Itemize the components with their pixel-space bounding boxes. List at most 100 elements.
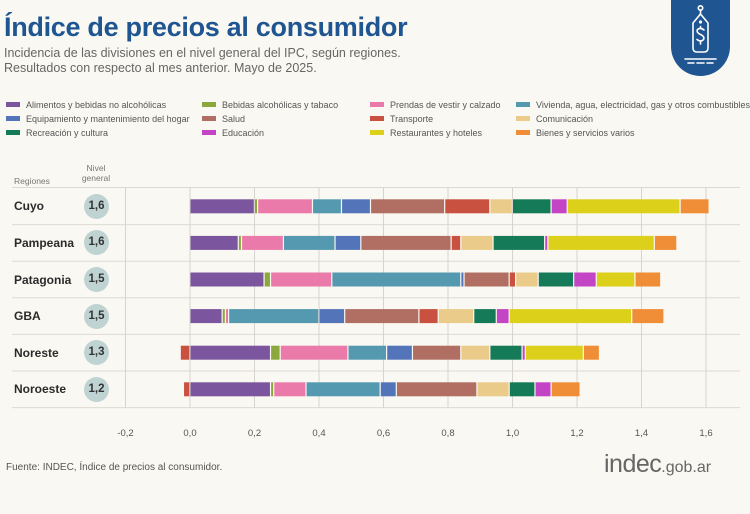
bar-segment-noreste-comunicacion xyxy=(461,345,490,360)
bar-segment-noreste-transporte xyxy=(180,345,190,360)
x-tick-label: 0,8 xyxy=(441,428,454,439)
legend-label: Recreación y cultura xyxy=(26,128,109,138)
bar-segment-cuyo-prendas-de-vestir-y-calzado xyxy=(258,199,312,214)
bar-segment-pampeana-transporte xyxy=(451,235,461,250)
bar-segment-noroeste-recreacion-y-cultura xyxy=(509,382,535,397)
bar-segment-patagonia-equipamiento-y-mantenimiento-del-hogar xyxy=(461,272,464,287)
bar-segment-pampeana-bienes-y-servicios-varios xyxy=(654,235,677,250)
legend-item-bienes-y-servicios-varios: Bienes y servicios varios xyxy=(516,127,635,139)
bar-segment-noreste-bebidas-alcoholicas-y-tabaco xyxy=(271,345,280,360)
bar-segment-noreste-bienes-y-servicios-varios xyxy=(583,345,599,360)
bar-segment-gba-transporte xyxy=(419,309,438,324)
legend-swatch xyxy=(6,130,20,136)
bar-segment-pampeana-prendas-de-vestir-y-calzado xyxy=(242,235,283,250)
x-tick-label: 0,2 xyxy=(248,428,261,439)
legend-item-recreacion-y-cultura: Recreación y cultura xyxy=(6,127,108,139)
legend-label: Restaurantes y hoteles xyxy=(390,128,483,138)
region-label-noroeste: Noroeste xyxy=(14,382,67,397)
nivel-header-line-2: general xyxy=(81,173,111,183)
subtitle-line-1: Incidencia de las divisiones en el nivel… xyxy=(4,46,401,60)
legend-label: Educación xyxy=(222,128,265,138)
legend-swatch xyxy=(202,102,216,108)
bar-segment-noroeste-equipamiento-y-mantenimiento-del-hogar xyxy=(380,382,396,397)
bar-segment-pampeana-restaurantes-y-hoteles xyxy=(548,235,654,250)
nivel-general-header: Nivel general xyxy=(80,163,112,183)
bar-segment-patagonia-salud xyxy=(464,272,509,287)
legend-swatch xyxy=(370,116,384,122)
chart-title: Índice de precios al consumidor xyxy=(4,12,408,42)
bar-segment-noroeste-prendas-de-vestir-y-calzado xyxy=(274,382,306,397)
bar-segment-cuyo-bienes-y-servicios-varios xyxy=(680,199,709,214)
bar-segment-gba-recreacion-y-cultura xyxy=(474,309,496,324)
bar-segment-noroeste-alimentos-y-bebidas-no-alcoholicas xyxy=(190,382,270,397)
indec-logo: indec.gob.ar xyxy=(604,450,711,479)
bar-segment-pampeana-alimentos-y-bebidas-no-alcoholicas xyxy=(190,235,238,250)
legend-item-bebidas-alcoholicas-y-tabaco: Bebidas alcohólicas y tabaco xyxy=(202,99,338,111)
bar-segment-gba-restaurantes-y-hoteles xyxy=(509,309,632,324)
legend-swatch xyxy=(202,130,216,136)
legend-label: Alimentos y bebidas no alcohólicas xyxy=(26,100,167,110)
legend-label: Bebidas alcohólicas y tabaco xyxy=(222,100,339,110)
bar-segment-patagonia-vivienda-agua-electricidad-gas-y-otros-combustibles xyxy=(332,272,461,287)
bar-segment-noreste-alimentos-y-bebidas-no-alcoholicas xyxy=(190,345,270,360)
bar-segment-noreste-restaurantes-y-hoteles xyxy=(525,345,583,360)
bar-segment-patagonia-recreacion-y-cultura xyxy=(538,272,574,287)
bar-segment-gba-educacion xyxy=(496,309,509,324)
bar-segment-pampeana-vivienda-agua-electricidad-gas-y-otros-combustibles xyxy=(284,235,335,250)
x-tick-label: 1,6 xyxy=(699,428,712,439)
nivel-general-badge-pampeana: 1,6 xyxy=(84,230,109,256)
bar-segment-gba-comunicacion xyxy=(438,309,474,324)
x-tick-label: 0,0 xyxy=(183,428,196,439)
bar-segment-noreste-salud xyxy=(413,345,461,360)
bar-segment-patagonia-prendas-de-vestir-y-calzado xyxy=(271,272,332,287)
legend-item-comunicacion: Comunicación xyxy=(516,113,593,125)
legend-swatch xyxy=(516,102,530,108)
bar-segment-cuyo-comunicacion xyxy=(490,199,512,214)
bar-segment-patagonia-comunicacion xyxy=(516,272,538,287)
bar-segment-cuyo-transporte xyxy=(445,199,490,214)
bar-segment-patagonia-bebidas-alcoholicas-y-tabaco xyxy=(264,272,270,287)
legend-swatch xyxy=(6,116,20,122)
legend-swatch xyxy=(370,130,384,136)
legend-label: Salud xyxy=(222,114,246,124)
legend-swatch xyxy=(202,116,216,122)
legend-item-alimentos-y-bebidas-no-alcoholicas: Alimentos y bebidas no alcohólicas xyxy=(6,99,166,111)
bar-segment-noroeste-transporte xyxy=(184,382,190,397)
nivel-general-badge-noreste: 1,3 xyxy=(84,340,109,366)
bar-segment-patagonia-transporte xyxy=(509,272,516,287)
bar-segment-noreste-equipamiento-y-mantenimiento-del-hogar xyxy=(387,345,412,360)
nivel-general-badge-cuyo: 1,6 xyxy=(84,193,109,219)
bar-segment-cuyo-bebidas-alcoholicas-y-tabaco xyxy=(255,199,258,214)
region-label-noreste: Noreste xyxy=(14,345,59,360)
bar-segment-pampeana-bebidas-alcoholicas-y-tabaco xyxy=(238,235,241,250)
region-label-pampeana: Pampeana xyxy=(14,235,75,250)
nivel-general-badge-gba: 1,5 xyxy=(84,303,109,329)
bar-segment-cuyo-educacion xyxy=(551,199,567,214)
subtitle-line-2: Resultados con respecto al mes anterior.… xyxy=(4,61,317,75)
bar-segment-gba-alimentos-y-bebidas-no-alcoholicas xyxy=(190,309,222,324)
bar-segment-noreste-prendas-de-vestir-y-calzado xyxy=(280,345,348,360)
bar-segment-gba-prendas-de-vestir-y-calzado xyxy=(225,309,228,324)
bar-segment-pampeana-comunicacion xyxy=(461,235,493,250)
bar-segment-pampeana-educacion xyxy=(545,235,548,250)
region-label-cuyo: Cuyo xyxy=(14,199,44,214)
legend-item-prendas-de-vestir-y-calzado: Prendas de vestir y calzado xyxy=(370,99,501,111)
bar-segment-patagonia-restaurantes-y-hoteles xyxy=(596,272,635,287)
nivel-header-line-1: Nivel xyxy=(86,163,106,173)
legend-label: Comunicación xyxy=(536,114,594,124)
bar-segment-noroeste-bebidas-alcoholicas-y-tabaco xyxy=(271,382,274,397)
bar-segment-noreste-educacion xyxy=(522,345,525,360)
legend-item-vivienda-agua-electricidad-gas-y-otros-combustibles: Vivienda, agua, electricidad, gas y otro… xyxy=(516,99,750,111)
bar-segment-cuyo-alimentos-y-bebidas-no-alcoholicas xyxy=(190,199,254,214)
nivel-general-badge-patagonia: 1,5 xyxy=(84,267,109,292)
nivel-general-badge-noroeste: 1,2 xyxy=(84,376,109,402)
bar-segment-gba-salud xyxy=(345,309,419,324)
legend-swatch xyxy=(6,102,20,108)
chart-subtitle: Incidencia de las divisiones en el nivel… xyxy=(4,46,401,76)
legend-item-restaurantes-y-hoteles: Restaurantes y hoteles xyxy=(370,127,482,139)
x-tick-label: 0,6 xyxy=(377,428,390,439)
legend-label: Prendas de vestir y calzado xyxy=(390,100,501,110)
bar-segment-noroeste-salud xyxy=(396,382,477,397)
bar-segment-patagonia-educacion xyxy=(574,272,596,287)
